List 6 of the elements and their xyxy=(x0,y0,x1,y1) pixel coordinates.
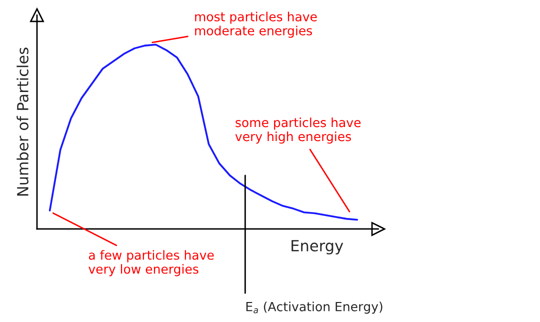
text: a few particles have very low energies xyxy=(88,250,214,276)
text: E$_{a}$ (Activation Energy) xyxy=(246,302,382,314)
text: most particles have moderate energies xyxy=(195,12,317,38)
annotation: some particles have very high energies xyxy=(235,118,361,144)
y-axis-title: Number of Particles xyxy=(16,48,28,196)
x-axis-title: Energy xyxy=(292,240,344,254)
